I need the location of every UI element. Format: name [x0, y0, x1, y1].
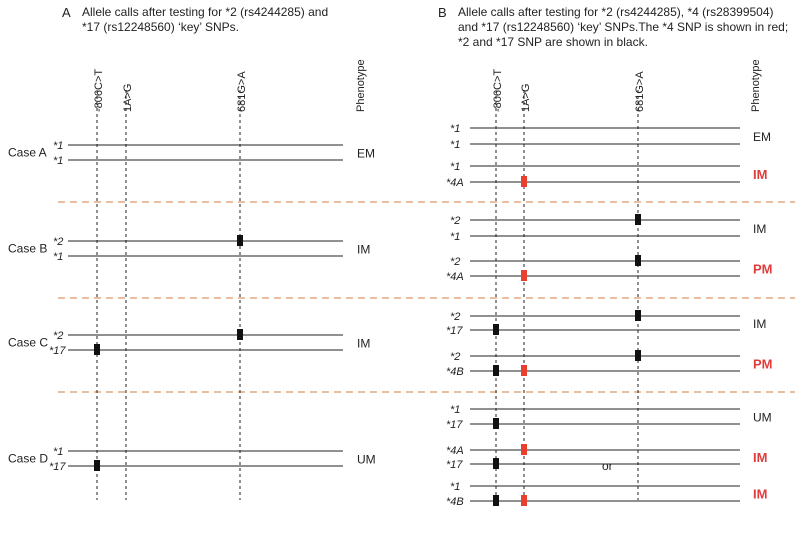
panel-b-phenotype: IM	[753, 487, 767, 502]
panel-b-label: B	[438, 5, 447, 20]
panel-b-phenotype: EM	[753, 130, 771, 144]
panel-b-or-label: or	[602, 459, 613, 473]
panel-b-phenotype: IM	[753, 450, 767, 465]
panel-b-description: Allele calls after testing for *2 (rs424…	[458, 5, 788, 50]
panel-b-snp-marker	[493, 365, 499, 376]
panel-b-allele-label: *4B	[446, 366, 464, 378]
panel-b-allele-label: *2	[450, 256, 460, 268]
panel-a-phenotype: IM	[357, 243, 370, 257]
panel-b-snp-marker	[493, 495, 499, 506]
panel-b-allele-label: *17	[446, 325, 463, 337]
panel-b-allele-label: *2	[450, 311, 460, 323]
panel-a-allele-label: *2	[53, 236, 63, 248]
panel-a-snp-column-label: 1A>G	[122, 84, 134, 112]
panel-b-allele-label: *4B	[446, 496, 464, 508]
panel-b-allele-label: *4A	[446, 177, 464, 189]
panel-a-label: A	[62, 5, 71, 20]
panel-b-snp-marker	[635, 214, 641, 225]
panel-b-description-line: and *17 (rs12248560) ‘key’ SNPs.The *4 S…	[458, 20, 789, 34]
panel-a-snp-marker	[94, 344, 100, 355]
panel-b-allele-label: *2	[450, 215, 460, 227]
panel-b-snp-marker	[521, 495, 527, 506]
panel-b-snp-marker	[635, 310, 641, 321]
panel-a-allele-label: *17	[49, 461, 66, 473]
panel-b-allele-label: *17	[446, 459, 463, 471]
panel-b-allele-label: *1	[450, 123, 460, 135]
panel-a-description-line: Allele calls after testing for *2 (rs424…	[82, 5, 329, 19]
panel-a-header: A Allele calls after testing for *2 (rs4…	[62, 5, 422, 39]
panel-b-allele-label: *1	[450, 139, 460, 151]
panel-b-snp-marker	[493, 458, 499, 469]
panel-a-description-line: *17 (rs12248560) ‘key’ SNPs.	[82, 20, 239, 34]
panel-a-phenotype-column-label: Phenotype	[355, 59, 367, 112]
panel-a-snp-column-label: 681G>A	[236, 71, 248, 112]
panel-a-snp-column-label: -806C>T	[93, 69, 105, 112]
panel-b-allele-label: *2	[450, 351, 460, 363]
panel-b-snp-column-label: 1A>G	[520, 84, 532, 112]
panel-a-allele-label: *1	[53, 155, 63, 167]
panel-b-phenotype-column-label: Phenotype	[750, 59, 762, 112]
panel-a-case-label: Case B	[8, 242, 47, 256]
panel-b-description-line: *2 and *17 SNP are shown in black.	[458, 35, 648, 49]
panel-b-snp-column-label: -806C>T	[492, 69, 504, 112]
panel-a-allele-label: *1	[53, 446, 63, 458]
panel-b-snp-marker	[635, 255, 641, 266]
panel-b-phenotype: IM	[753, 317, 766, 331]
panel-b-allele-label: *1	[450, 404, 460, 416]
panel-a-allele-label: *2	[53, 330, 63, 342]
panel-a-case-label: Case D	[8, 452, 48, 466]
panel-b-snp-marker	[635, 350, 641, 361]
panel-b-allele-label: *1	[450, 231, 460, 243]
panel-b-allele-label: *1	[450, 481, 460, 493]
panel-a-allele-label: *17	[49, 345, 66, 357]
panel-b-phenotype: PM	[753, 357, 773, 372]
panel-b-snp-marker	[521, 270, 527, 281]
panel-b-phenotype: UM	[753, 411, 772, 425]
panel-b-header: B Allele calls after testing for *2 (rs4…	[438, 5, 798, 55]
panel-b-snp-marker	[521, 444, 527, 455]
panel-b-allele-label: *4A	[446, 445, 464, 457]
panel-b-allele-label: *4A	[446, 271, 464, 283]
panel-a-allele-label: *1	[53, 140, 63, 152]
panel-a-snp-marker	[237, 235, 243, 246]
panel-a-snp-marker	[94, 460, 100, 471]
panel-b-snp-marker	[521, 365, 527, 376]
panel-b-phenotype: IM	[753, 167, 767, 182]
panel-b-description-line: Allele calls after testing for *2 (rs424…	[458, 5, 774, 19]
panel-b-phenotype: PM	[753, 262, 773, 277]
panel-b-snp-column-label: 681G>A	[634, 71, 646, 112]
panel-b-snp-marker	[493, 418, 499, 429]
panel-a-phenotype: EM	[357, 147, 375, 161]
panel-a-case-label: Case C	[8, 336, 48, 350]
panel-a-phenotype: IM	[357, 337, 370, 351]
panel-b-allele-label: *17	[446, 419, 463, 431]
panel-a-allele-label: *1	[53, 251, 63, 263]
panel-b-snp-marker	[493, 324, 499, 335]
panel-a-description: Allele calls after testing for *2 (rs424…	[82, 5, 328, 35]
panel-a-snp-marker	[237, 329, 243, 340]
panel-a-case-label: Case A	[8, 146, 47, 160]
panel-b-allele-label: *1	[450, 161, 460, 173]
panel-b-snp-marker	[521, 176, 527, 187]
panel-a-phenotype: UM	[357, 453, 376, 467]
panel-b-phenotype: IM	[753, 222, 766, 236]
